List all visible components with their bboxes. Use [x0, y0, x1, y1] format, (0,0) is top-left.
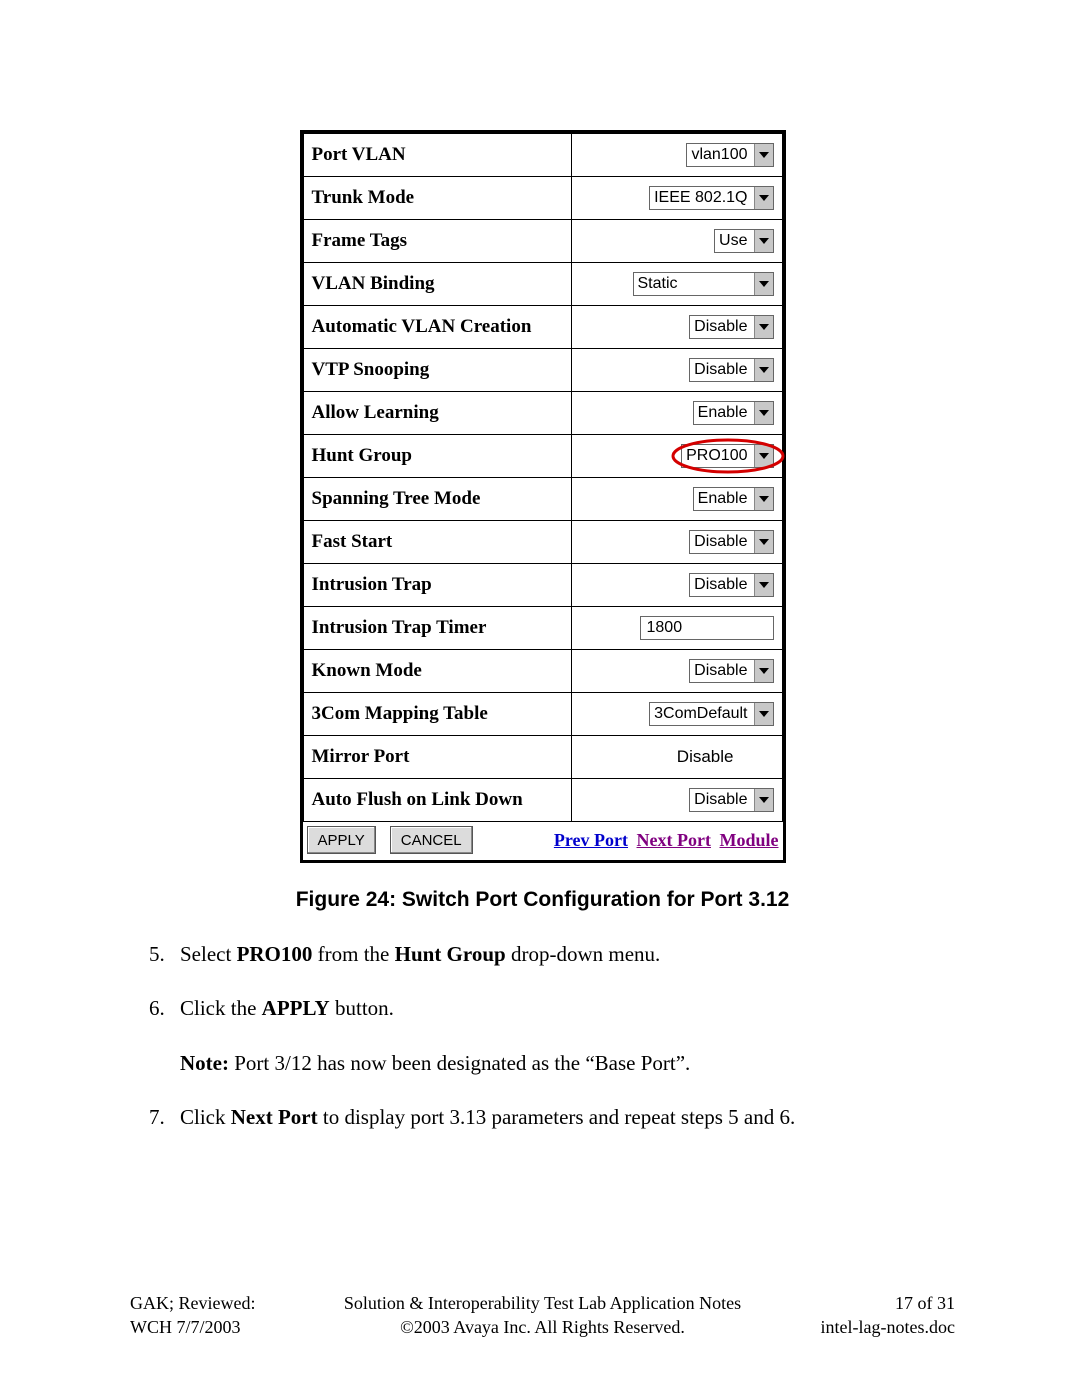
config-label: Port VLAN — [303, 134, 571, 177]
dropdown-value: PRO100 — [682, 445, 753, 467]
config-label: Allow Learning — [303, 392, 571, 435]
step-5: Select PRO100 from the Hunt Group drop-d… — [170, 940, 955, 968]
config-plain-value: Disable — [677, 747, 774, 767]
chevron-down-icon — [754, 187, 773, 209]
dropdown-value: Disable — [690, 789, 753, 811]
config-dropdown[interactable]: Use — [714, 229, 773, 253]
chevron-down-icon — [754, 359, 773, 381]
nav-links: Prev Port Next Port Module — [550, 830, 779, 851]
config-label: VTP Snooping — [303, 349, 571, 392]
config-value-cell: Disable — [571, 349, 782, 392]
config-label: Trunk Mode — [303, 177, 571, 220]
config-value-cell: 3ComDefault — [571, 693, 782, 736]
note: Note: Port 3/12 has now been designated … — [180, 1049, 955, 1077]
dropdown-value: Disable — [690, 660, 753, 682]
config-value-cell: Use — [571, 220, 782, 263]
config-dropdown[interactable]: Static — [633, 272, 774, 296]
config-value-cell: Disable — [571, 779, 782, 822]
config-label: 3Com Mapping Table — [303, 693, 571, 736]
config-value-cell: PRO100 — [571, 435, 782, 478]
config-value-cell: Disable — [571, 736, 782, 779]
config-text-input[interactable]: 1800 — [640, 616, 774, 640]
config-label: Spanning Tree Mode — [303, 478, 571, 521]
config-dropdown[interactable]: Disable — [689, 315, 773, 339]
config-dropdown[interactable]: Disable — [689, 530, 773, 554]
config-dropdown[interactable]: Disable — [689, 573, 773, 597]
cancel-button[interactable]: CANCEL — [390, 826, 473, 854]
chevron-down-icon — [754, 316, 773, 338]
config-dropdown[interactable]: Disable — [689, 788, 773, 812]
config-label: Known Mode — [303, 650, 571, 693]
config-value-cell: Disable — [571, 306, 782, 349]
chevron-down-icon — [754, 703, 773, 725]
footer-left-1: GAK; Reviewed: — [130, 1293, 255, 1313]
prev-port-link[interactable]: Prev Port — [554, 830, 628, 850]
config-label: Fast Start — [303, 521, 571, 564]
figure-caption: Figure 24: Switch Port Configuration for… — [130, 888, 955, 912]
config-value-cell: IEEE 802.1Q — [571, 177, 782, 220]
step-6: Click the APPLY button. — [170, 994, 955, 1022]
config-dropdown[interactable]: IEEE 802.1Q — [649, 186, 773, 210]
chevron-down-icon — [754, 445, 773, 467]
chevron-down-icon — [754, 488, 773, 510]
step-7: Click Next Port to display port 3.13 par… — [170, 1103, 955, 1131]
footer-center-2: ©2003 Avaya Inc. All Rights Reserved. — [400, 1317, 685, 1337]
config-dropdown[interactable]: Enable — [693, 401, 774, 425]
config-value-cell: Disable — [571, 564, 782, 607]
instruction-list-2: Click Next Port to display port 3.13 par… — [130, 1103, 955, 1131]
config-label: VLAN Binding — [303, 263, 571, 306]
dropdown-value: Disable — [690, 574, 753, 596]
text-input-value: 1800 — [647, 619, 683, 637]
chevron-down-icon — [754, 574, 773, 596]
chevron-down-icon — [754, 660, 773, 682]
config-dropdown[interactable]: vlan100 — [686, 143, 773, 167]
footer-left-2: WCH 7/7/2003 — [130, 1317, 241, 1337]
dropdown-value: 3ComDefault — [650, 703, 753, 725]
dropdown-value: Enable — [694, 488, 754, 510]
dropdown-value: Static — [634, 273, 754, 295]
dropdown-value: Disable — [690, 359, 753, 381]
dropdown-value: Disable — [690, 531, 753, 553]
config-panel: Port VLAN vlan100 Trunk Mode IEEE 802.1Q Fra… — [300, 130, 786, 863]
footer-center-1: Solution & Interoperability Test Lab App… — [344, 1293, 741, 1313]
config-dropdown[interactable]: PRO100 — [681, 444, 773, 468]
config-value-cell: vlan100 — [571, 134, 782, 177]
config-value-cell: Disable — [571, 521, 782, 564]
config-value-cell: Enable — [571, 392, 782, 435]
chevron-down-icon — [754, 531, 773, 553]
footer-right-1: 17 of 31 — [895, 1293, 955, 1313]
chevron-down-icon — [754, 230, 773, 252]
config-label: Intrusion Trap Timer — [303, 607, 571, 650]
dropdown-value: IEEE 802.1Q — [650, 187, 753, 209]
chevron-down-icon — [754, 402, 773, 424]
config-value-cell: Disable — [571, 650, 782, 693]
dropdown-value: Disable — [690, 316, 753, 338]
chevron-down-icon — [754, 144, 773, 166]
config-dropdown[interactable]: Disable — [689, 659, 773, 683]
chevron-down-icon — [754, 273, 773, 295]
config-dropdown[interactable]: 3ComDefault — [649, 702, 773, 726]
config-label: Hunt Group — [303, 435, 571, 478]
dropdown-value: vlan100 — [687, 144, 753, 166]
dropdown-value: Enable — [694, 402, 754, 424]
module-link[interactable]: Module — [719, 830, 778, 850]
config-label: Mirror Port — [303, 736, 571, 779]
config-dropdown[interactable]: Disable — [689, 358, 773, 382]
config-value-cell: Enable — [571, 478, 782, 521]
config-table: Port VLAN vlan100 Trunk Mode IEEE 802.1Q Fra… — [303, 133, 783, 822]
chevron-down-icon — [754, 789, 773, 811]
next-port-link[interactable]: Next Port — [637, 830, 711, 850]
config-label: Automatic VLAN Creation — [303, 306, 571, 349]
config-value-cell: 1800 — [571, 607, 782, 650]
config-label: Intrusion Trap — [303, 564, 571, 607]
config-dropdown[interactable]: Enable — [693, 487, 774, 511]
config-label: Frame Tags — [303, 220, 571, 263]
config-value-cell: Static — [571, 263, 782, 306]
footer-right-2: intel-lag-notes.doc — [821, 1317, 955, 1337]
page-footer: GAK; Reviewed: WCH 7/7/2003 Solution & I… — [130, 1292, 955, 1339]
apply-button[interactable]: APPLY — [307, 826, 376, 854]
dropdown-value: Use — [715, 230, 753, 252]
instruction-list: Select PRO100 from the Hunt Group drop-d… — [130, 940, 955, 1023]
config-label: Auto Flush on Link Down — [303, 779, 571, 822]
